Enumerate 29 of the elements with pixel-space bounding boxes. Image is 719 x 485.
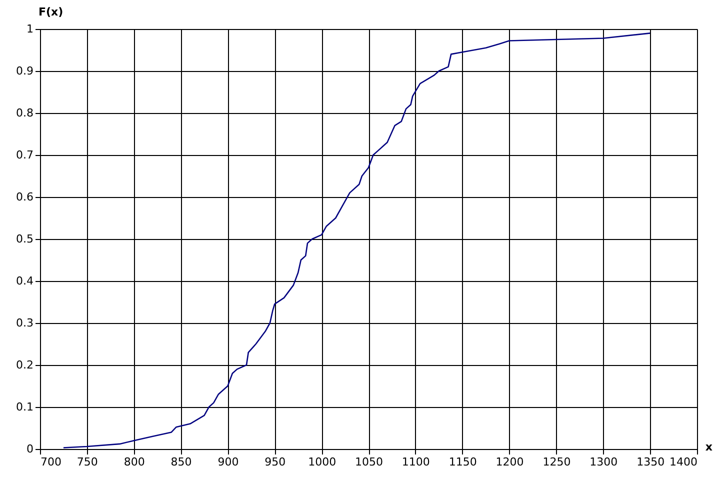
x-tick-label: 1100 <box>402 456 430 468</box>
line-series <box>62 32 651 448</box>
x-tick-label: 1400 <box>670 456 698 468</box>
x-tick-label: 1350 <box>636 456 665 468</box>
y-tick-label: 0.4 <box>16 274 34 288</box>
x-tick-label: 1250 <box>542 456 571 468</box>
y-tick-label: 0.8 <box>16 106 34 120</box>
y-tick-label: 1 <box>26 22 34 36</box>
x-tick-label: 1300 <box>590 456 618 468</box>
y-tick-label: 0.1 <box>16 400 34 414</box>
y-tick-label: 0.3 <box>16 316 34 330</box>
x-tick-label: 1050 <box>355 456 383 468</box>
y-axis-title: F(x) <box>38 6 64 18</box>
x-axis-title: x <box>705 440 712 454</box>
x-tick-label: 950 <box>264 456 286 468</box>
x-tick-label: 1000 <box>308 456 336 468</box>
x-tick-label: 800 <box>124 456 145 468</box>
x-tick-label: 750 <box>76 456 98 468</box>
y-tick-label: 0 <box>26 442 34 456</box>
y-tick-label: 0.2 <box>16 358 34 372</box>
x-tick-label: 700 <box>40 456 62 468</box>
x-tick-label: 1200 <box>496 456 524 468</box>
x-tick-label: 1150 <box>448 456 477 468</box>
x-tick-label: 900 <box>218 456 239 468</box>
x-tick-label: 850 <box>170 456 192 468</box>
y-tick-label: 0.5 <box>16 232 34 246</box>
y-tick-label: 0.9 <box>16 64 34 78</box>
y-tick-label: 0.7 <box>16 148 34 162</box>
y-tick-label: 0.6 <box>16 190 34 204</box>
